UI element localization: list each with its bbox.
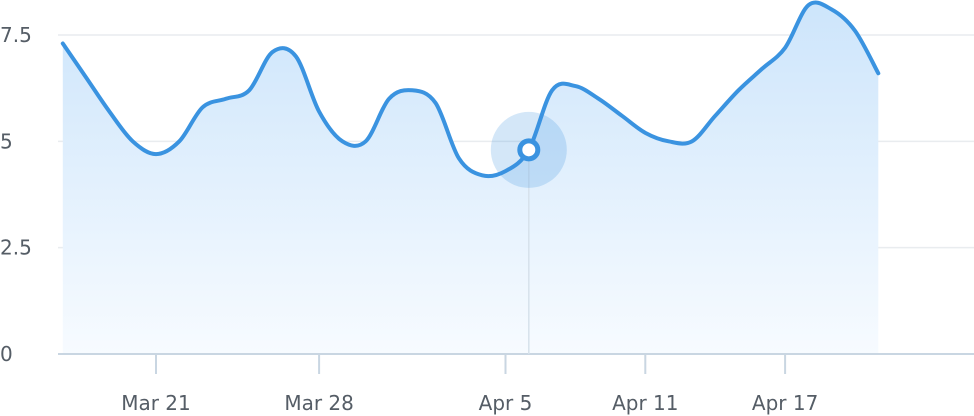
series-line-layer <box>60 0 881 179</box>
series-area <box>62 2 879 354</box>
x-tick-label: Mar 28 <box>284 391 354 415</box>
x-axis <box>58 353 974 374</box>
y-tick-label: 2.5 <box>0 236 32 260</box>
area-fill-layer <box>62 2 879 354</box>
x-tick-label: Apr 17 <box>752 391 818 415</box>
y-tick-label: 0 <box>0 342 13 366</box>
x-tick-label: Apr 5 <box>479 391 533 415</box>
y-tick-label: 5 <box>0 129 13 153</box>
y-tick-label: 7.5 <box>0 23 32 47</box>
series-line <box>60 0 881 179</box>
highlight-point[interactable] <box>517 138 541 162</box>
y-axis-labels: 0 2.5 5 7.5 <box>0 23 32 366</box>
x-axis-labels: Mar 21 Mar 28 Apr 5 Apr 11 Apr 17 <box>121 391 818 415</box>
highlight-marker[interactable] <box>490 111 567 354</box>
x-tick-label: Apr 11 <box>612 391 678 415</box>
x-tick-label: Mar 21 <box>121 391 191 415</box>
